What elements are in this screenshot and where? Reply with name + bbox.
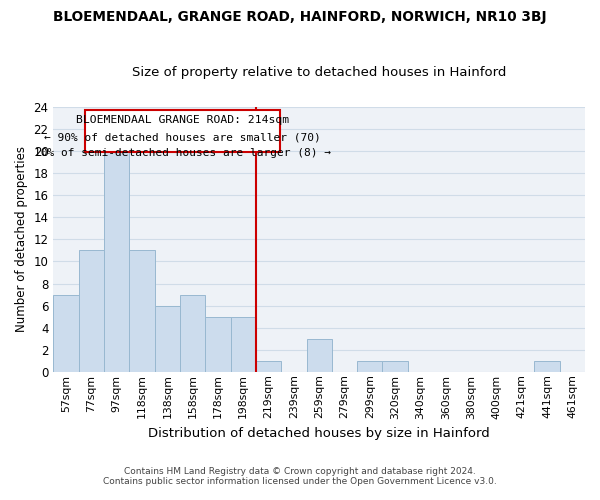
Text: BLOEMENDAAL, GRANGE ROAD, HAINFORD, NORWICH, NR10 3BJ: BLOEMENDAAL, GRANGE ROAD, HAINFORD, NORW… [53,10,547,24]
Bar [53,294,79,372]
Bar [205,316,230,372]
Bar [104,151,130,372]
Text: Contains public sector information licensed under the Open Government Licence v3: Contains public sector information licen… [103,477,497,486]
Title: Size of property relative to detached houses in Hainford: Size of property relative to detached ho… [132,66,506,80]
Bar [79,250,104,372]
Bar [357,360,382,372]
Bar [180,294,205,372]
Bar [307,338,332,372]
Bar [382,360,408,372]
Bar [130,250,155,372]
Bar [155,306,180,372]
X-axis label: Distribution of detached houses by size in Hainford: Distribution of detached houses by size … [148,427,490,440]
Text: BLOEMENDAAL GRANGE ROAD: 214sqm: BLOEMENDAAL GRANGE ROAD: 214sqm [76,116,289,126]
Bar [256,360,281,372]
Text: Contains HM Land Registry data © Crown copyright and database right 2024.: Contains HM Land Registry data © Crown c… [124,467,476,476]
Y-axis label: Number of detached properties: Number of detached properties [15,146,28,332]
Bar [535,360,560,372]
Text: ← 90% of detached houses are smaller (70): ← 90% of detached houses are smaller (70… [44,132,321,142]
Text: 10% of semi-detached houses are larger (8) →: 10% of semi-detached houses are larger (… [34,148,331,158]
Bar [230,316,256,372]
